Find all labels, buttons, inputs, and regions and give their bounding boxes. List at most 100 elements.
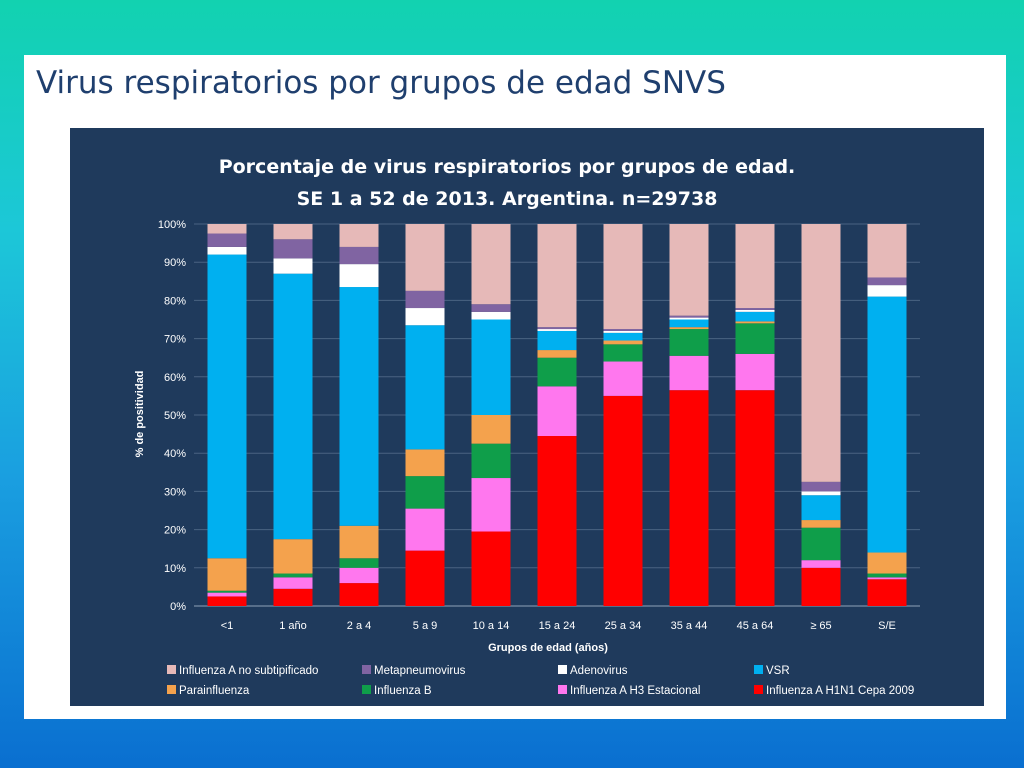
y-tick-label: 30% [164,486,186,498]
legend-swatch [754,685,763,694]
bar-segment [735,224,775,309]
legend-label: Influenza A no subtipificado [179,665,318,677]
y-tick-label: 90% [164,257,186,269]
bar-segment [801,520,841,528]
bar-segment [867,277,907,286]
y-tick-label: 60% [164,372,186,384]
bar-segment [603,329,643,331]
bar-segment [867,224,907,278]
legend-label: Adenovirus [570,665,628,677]
x-axis-title: Grupos de edad (años) [488,642,608,654]
legend-label: Influenza B [374,685,432,697]
bar-segment [537,327,577,330]
y-tick-label: 20% [164,525,186,537]
bar-segment [603,361,643,396]
bar-segment [471,311,511,320]
bar-segment [669,224,709,316]
bar-segment [669,319,709,328]
bar-segment [537,330,577,351]
bar-segment [603,344,643,362]
bar-segment [669,355,709,391]
bar-segment [735,309,775,312]
bar-segment [669,329,709,356]
legend-label: Influenza A H3 Estacional [570,685,700,697]
x-tick-label: 15 a 24 [539,620,576,632]
bar-segment [801,224,841,482]
bar-segment [471,319,511,415]
x-tick-label: S/E [878,620,896,632]
legend-swatch [362,665,371,674]
y-tick-label: 40% [164,448,186,460]
bar-segment [471,478,511,532]
bar-segment [867,285,907,297]
legend-swatch [362,685,371,694]
bar-segment [537,350,577,358]
bar-segment [735,321,775,324]
bar-segment [273,588,313,606]
bar-segment [801,560,841,568]
chart-panel: Porcentaje de virus respiratorios por gr… [70,128,984,706]
bar-segment [207,596,247,606]
stacked-bar-chart: Porcentaje de virus respiratorios por gr… [134,156,920,697]
bar-segment [735,308,775,310]
x-tick-label: ≥ 65 [810,620,831,632]
bar-segment [471,415,511,444]
bar-segment [735,390,775,606]
chart-title-line-1: Porcentaje de virus respiratorios por gr… [219,156,796,178]
y-tick-label: 80% [164,295,186,307]
bar-segment [405,476,445,509]
legend-swatch [558,665,567,674]
bar-segment [867,579,907,606]
legend-swatch [167,685,176,694]
legend-label: Metapneumovirus [374,665,466,677]
slide-title: Virus respiratorios por grupos de edad S… [36,65,726,101]
legend-swatch [754,665,763,674]
bar-segment [735,311,775,322]
legend-label: Influenza A H1N1 Cepa 2009 [766,685,914,697]
bar-segment [471,304,511,312]
x-tick-label: <1 [221,620,234,632]
bar-segment [537,386,577,437]
bar-segment [339,583,379,606]
bar-segment [735,353,775,391]
x-tick-label: 1 año [279,620,307,632]
bar-segment [273,573,313,578]
y-tick-label: 100% [158,219,186,231]
x-tick-label: 35 a 44 [671,620,708,632]
bar-segment [537,329,577,331]
bar-segment [603,330,643,333]
bar-segment [801,567,841,606]
x-tick-label: 25 a 34 [605,620,642,632]
bar-segment [405,325,445,450]
bar-segment [801,527,841,561]
bar-segment [471,443,511,479]
legend-label: VSR [766,665,790,677]
bar-segment [273,273,313,540]
bar-segment [471,531,511,606]
bar-segment [867,296,907,553]
bar-segment [405,224,445,291]
bar-segment [801,491,841,496]
bar-segment [207,246,247,255]
bar-segment [801,495,841,521]
bar-segment [735,323,775,354]
y-tick-label: 70% [164,334,186,346]
bar-segment [801,481,841,492]
bar-segment [273,258,313,274]
bar-segment [273,224,313,240]
bar-segment [405,508,445,551]
bar-segment [405,550,445,606]
bar-segment [537,357,577,387]
bar-segment [339,246,379,265]
x-tick-label: 5 a 9 [413,620,437,632]
bar-segment [207,592,247,597]
x-axis-ticks: <1 1 año 2 a 4 5 a 9 10 a 14 15 a 24 25 a 34 35… [221,620,896,632]
bar-segment [669,327,709,330]
bar-segment [669,315,709,318]
bars [207,224,907,606]
y-axis-title: % de positividad [134,371,146,458]
bar-segment [603,395,643,606]
bar-segment [603,332,643,341]
bar-segment [207,558,247,591]
bar-segment [339,558,379,568]
